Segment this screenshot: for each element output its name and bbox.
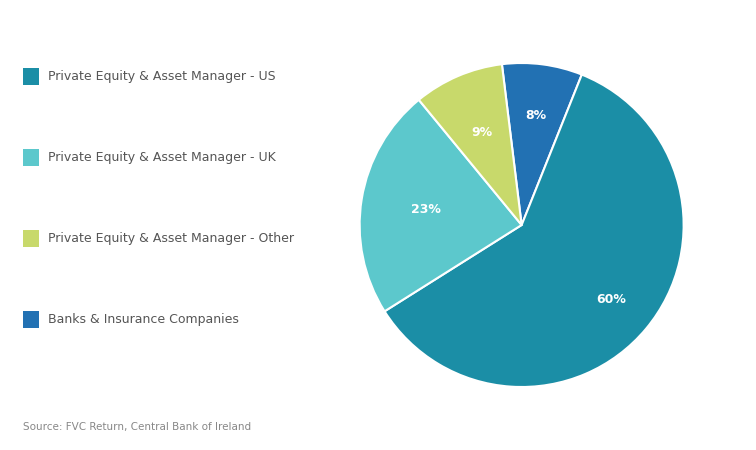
Wedge shape [502, 63, 582, 225]
Text: Private Equity & Asset Manager - US: Private Equity & Asset Manager - US [48, 70, 276, 83]
Text: 9%: 9% [472, 126, 493, 139]
Text: 60%: 60% [596, 293, 626, 306]
Wedge shape [385, 75, 683, 387]
Text: 23%: 23% [411, 203, 441, 216]
Text: Private Equity & Asset Manager - UK: Private Equity & Asset Manager - UK [48, 151, 276, 164]
Text: Banks & Insurance Companies: Banks & Insurance Companies [48, 313, 239, 326]
Text: Source: FVC Return, Central Bank of Ireland: Source: FVC Return, Central Bank of Irel… [23, 422, 251, 432]
Text: Private Equity & Asset Manager - Other: Private Equity & Asset Manager - Other [48, 232, 294, 245]
Wedge shape [419, 64, 522, 225]
Wedge shape [360, 100, 522, 311]
Text: 8%: 8% [525, 109, 547, 122]
